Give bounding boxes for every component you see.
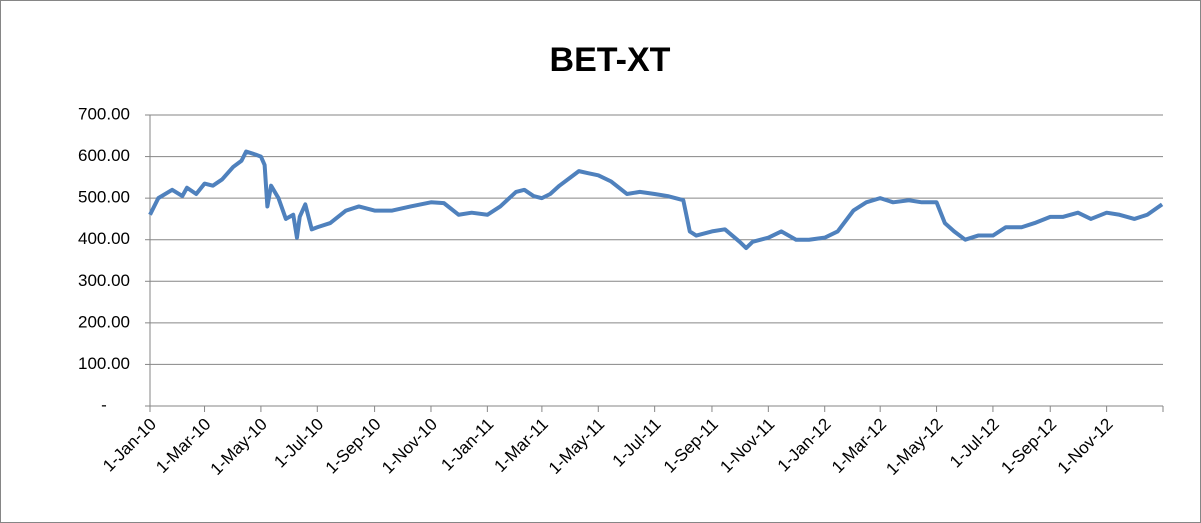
y-tick-label: 100.00 bbox=[78, 354, 130, 373]
y-tick-label: 400.00 bbox=[78, 229, 130, 248]
y-tick-label: 700.00 bbox=[78, 104, 130, 123]
y-tick-label: 200.00 bbox=[78, 312, 130, 331]
y-tick-label: - bbox=[101, 395, 107, 414]
y-tick-label: 500.00 bbox=[78, 188, 130, 207]
chart-title: BET-XT bbox=[550, 41, 671, 79]
data-line bbox=[148, 149, 1164, 251]
y-tick-label: 300.00 bbox=[78, 271, 130, 290]
y-tick-label: 600.00 bbox=[78, 146, 130, 165]
